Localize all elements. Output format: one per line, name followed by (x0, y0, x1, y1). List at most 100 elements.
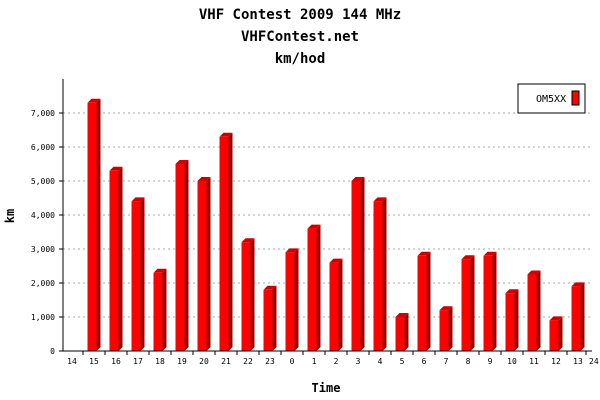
bar-front (417, 255, 427, 351)
y-tick-label: 7,000 (31, 109, 55, 118)
bar-side (492, 251, 497, 351)
x-tick-label: 4 (378, 357, 383, 366)
bar-side (382, 197, 387, 351)
y-axis-label: km (3, 209, 17, 223)
bar-top (219, 132, 233, 137)
bar-side (580, 282, 585, 351)
bar-side (272, 285, 277, 351)
bar (417, 251, 431, 351)
bar-front (241, 242, 251, 351)
bar-side (514, 289, 519, 351)
bar-top (527, 270, 541, 275)
legend: OM5XX (517, 83, 586, 114)
bar-side (162, 268, 167, 351)
bar-top (241, 238, 255, 243)
bar-top (87, 98, 101, 103)
y-tick-label: 1,000 (31, 313, 55, 322)
bar-front (439, 310, 449, 351)
bar-top (307, 224, 321, 229)
bar-side (184, 160, 189, 351)
bar-side (536, 270, 541, 351)
x-tick-label: 18 (155, 357, 165, 366)
bar-top (483, 251, 497, 256)
bar-front (175, 164, 185, 351)
x-tick-label: 23 (265, 357, 275, 366)
bar-side (228, 132, 233, 351)
bar-top (505, 289, 519, 294)
grid-lines (63, 112, 592, 318)
bar (549, 316, 563, 351)
bar (439, 306, 453, 351)
bar-side (404, 313, 409, 351)
bar (241, 238, 255, 351)
bar-front (351, 181, 361, 351)
bar-side (338, 258, 343, 351)
x-tick-label: 9 (488, 357, 493, 366)
bar-top (285, 248, 299, 253)
bar-side (96, 98, 101, 351)
bar-side (558, 316, 563, 351)
bar-top (197, 177, 211, 181)
bar-front (285, 252, 295, 351)
bar-top (175, 160, 189, 164)
bars (87, 98, 585, 351)
bar-front (307, 228, 317, 351)
bar (395, 313, 409, 351)
y-tick-label: 6,000 (31, 143, 55, 152)
bar (307, 224, 321, 351)
bar-top (109, 166, 123, 171)
y-tick-label: 4,000 (31, 211, 55, 220)
bar-top (131, 197, 145, 202)
bar (483, 251, 497, 351)
bar-front (263, 289, 273, 351)
bar-front (219, 136, 229, 351)
x-tick-label: 11 (529, 357, 539, 366)
bar (571, 282, 585, 351)
bar-top (417, 251, 431, 256)
bar (109, 166, 123, 351)
x-tick-label: 12 (551, 357, 561, 366)
x-tick-label: 10 (507, 357, 517, 366)
bar-top (571, 282, 585, 287)
bar-front (483, 255, 493, 351)
bar (329, 258, 343, 351)
bar-front (395, 317, 405, 351)
x-tick-label: 2 (334, 357, 339, 366)
bar-front (373, 201, 383, 351)
bar-front (505, 293, 515, 351)
x-tick-label: 21 (221, 357, 231, 366)
bar (527, 270, 541, 351)
bar-front (527, 274, 537, 351)
bar-top (439, 306, 453, 311)
x-tick-label: 8 (466, 357, 471, 366)
bar-front (109, 170, 119, 351)
bar-side (360, 177, 365, 351)
bar-side (426, 251, 431, 351)
bar-side (448, 306, 453, 351)
x-tick-label: 3 (356, 357, 361, 366)
bar-side (250, 238, 255, 351)
bar-top (549, 316, 563, 321)
bar (285, 248, 299, 351)
bar-side (470, 255, 475, 351)
bar-side (140, 197, 145, 351)
chart-title: VHF Contest 2009 144 MHz (199, 7, 401, 23)
bar-front (549, 320, 559, 351)
y-tick-label: 0 (50, 347, 55, 356)
bar-front (153, 272, 163, 351)
bar (461, 255, 475, 351)
bar (263, 285, 277, 351)
bar-top (373, 197, 387, 202)
x-tick-label: 1 (312, 357, 317, 366)
bar (219, 132, 233, 351)
x-tick-label: 20 (199, 357, 209, 366)
bar (131, 197, 145, 351)
bar (153, 268, 167, 351)
bar-side (118, 166, 123, 351)
bar-top (461, 255, 475, 260)
x-tick-label: 0 (290, 357, 295, 366)
bar (87, 98, 101, 351)
chart-subtitle: VHFContest.net (241, 29, 359, 45)
bar-top (153, 268, 167, 273)
